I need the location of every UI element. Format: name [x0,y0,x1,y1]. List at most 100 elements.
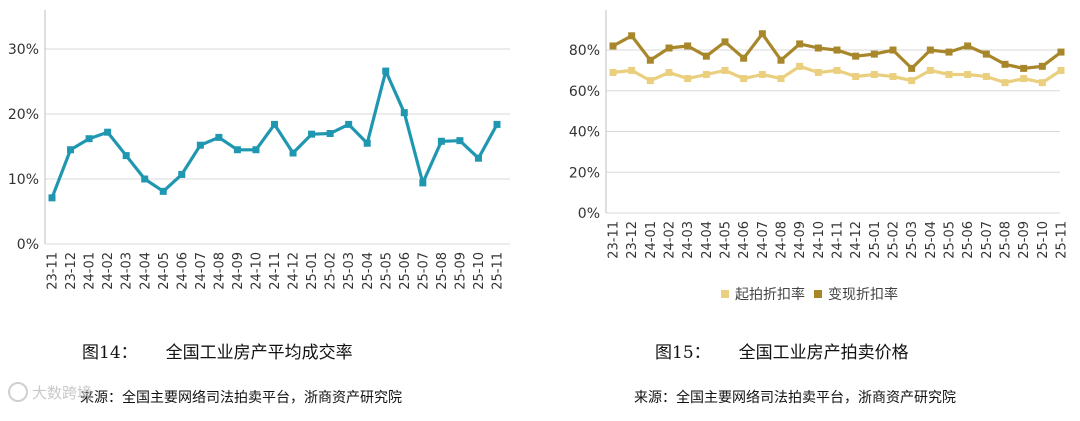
data-point [646,77,654,85]
figure-14-title: 全国工业房产平均成交率 [165,343,353,363]
y-tick-label: 40% [569,125,600,141]
figure-15-title: 全国工业房产拍卖价格 [738,343,909,363]
x-tick-label: 25-07 [416,252,431,290]
x-tick-label: 25-03 [905,221,920,259]
data-point [159,187,167,195]
figure-14-source: 来源：全国主要网络司法拍卖平台，浙商资产研究院 [80,390,402,406]
data-point [48,194,56,202]
x-tick-label: 25-01 [305,252,320,290]
data-point [363,139,371,147]
x-tick-label: 24-07 [194,252,209,290]
x-tick-label: 25-10 [472,252,487,290]
x-tick-label: 24-01 [644,221,659,259]
data-point [889,73,897,81]
data-point [982,73,990,81]
x-tick-label: 25-04 [361,252,376,290]
x-tick-label: 25-04 [924,221,939,259]
figure-15-number: 图15： [655,343,711,363]
y-tick-label: 20% [8,107,39,123]
x-tick-label: 25-09 [453,252,468,290]
data-point [252,146,260,154]
data-point [721,38,729,46]
data-point [796,62,804,70]
data-point [1038,79,1046,87]
data-point [702,52,710,60]
y-tick-label: 20% [569,165,600,181]
figure-15-source: 来源：全国主要网络司法拍卖平台，浙商资产研究院 [634,390,956,406]
y-tick-label: 30% [8,42,39,58]
data-point [233,146,241,154]
data-point [1038,62,1046,70]
watermark-logo-icon [8,382,28,402]
data-point [964,42,972,50]
data-point [684,75,692,83]
y-tick-label: 10% [8,172,39,188]
data-point [85,135,93,143]
data-point [1057,48,1065,56]
watermark-text: 大数跨境 [32,384,93,402]
data-point [964,70,972,78]
x-tick-label: 24-04 [700,221,715,259]
data-point [758,70,766,78]
data-point [456,137,464,145]
figure-14-number: 图14： [82,343,138,363]
data-point [122,152,130,160]
data-point [665,44,673,52]
data-point [833,66,841,74]
x-tick-label: 25-05 [943,221,958,259]
data-point [814,68,822,76]
data-point [628,32,636,40]
data-point [945,48,953,56]
data-point [852,52,860,60]
data-point [1057,66,1065,74]
data-point [926,66,934,74]
x-tick-label: 24-11 [831,221,846,259]
data-point [796,40,804,48]
figure-14-caption: 图14： 全国工业房产平均成交率 [82,338,353,363]
x-tick-label: 24-05 [157,252,172,290]
x-tick-label: 24-08 [775,221,790,259]
x-tick-label: 24-09 [231,252,246,290]
data-point [289,149,297,157]
data-point [437,137,445,145]
x-tick-label: 24-10 [250,252,265,290]
legend-marker-1 [721,290,729,298]
data-point [345,120,353,128]
data-point [740,54,748,62]
watermark: 大数跨境 [8,382,92,403]
x-tick-label: 25-08 [435,252,450,290]
x-tick-label: 23-11 [607,221,622,259]
y-tick-label: 60% [569,84,600,100]
x-tick-label: 24-07 [756,221,771,259]
x-tick-label: 25-03 [342,252,357,290]
x-tick-label: 25-01 [868,221,883,259]
x-tick-label: 23-12 [64,252,79,290]
data-point [1020,75,1028,83]
data-point [777,56,785,64]
figure-15-caption: 图15： 全国工业房产拍卖价格 [655,338,909,363]
data-point [814,44,822,52]
average-transaction-rate-chart: 0%10%20%30%23-11 23-12 24-01 24-02 24-03 24-0… [8,10,510,290]
data-point [1001,79,1009,87]
data-point [1001,60,1009,68]
data-point [493,120,501,128]
x-tick-label: 24-02 [663,221,678,259]
data-point [702,70,710,78]
data-point [628,66,636,74]
x-tick-label: 24-03 [681,221,696,259]
x-tick-label: 25-06 [961,221,976,259]
x-tick-label: 24-04 [138,252,153,290]
data-point [758,30,766,38]
data-point [609,68,617,76]
data-point [833,46,841,54]
x-tick-label: 25-09 [1017,221,1032,259]
x-tick-label: 25-11 [491,252,506,290]
data-point [382,67,390,75]
x-tick-label: 24-05 [719,221,734,259]
x-tick-label: 25-06 [398,252,413,290]
data-point [870,70,878,78]
x-tick-label: 25-08 [999,221,1014,259]
data-point [908,77,916,85]
y-tick-label: 80% [569,43,600,59]
data-point [945,70,953,78]
